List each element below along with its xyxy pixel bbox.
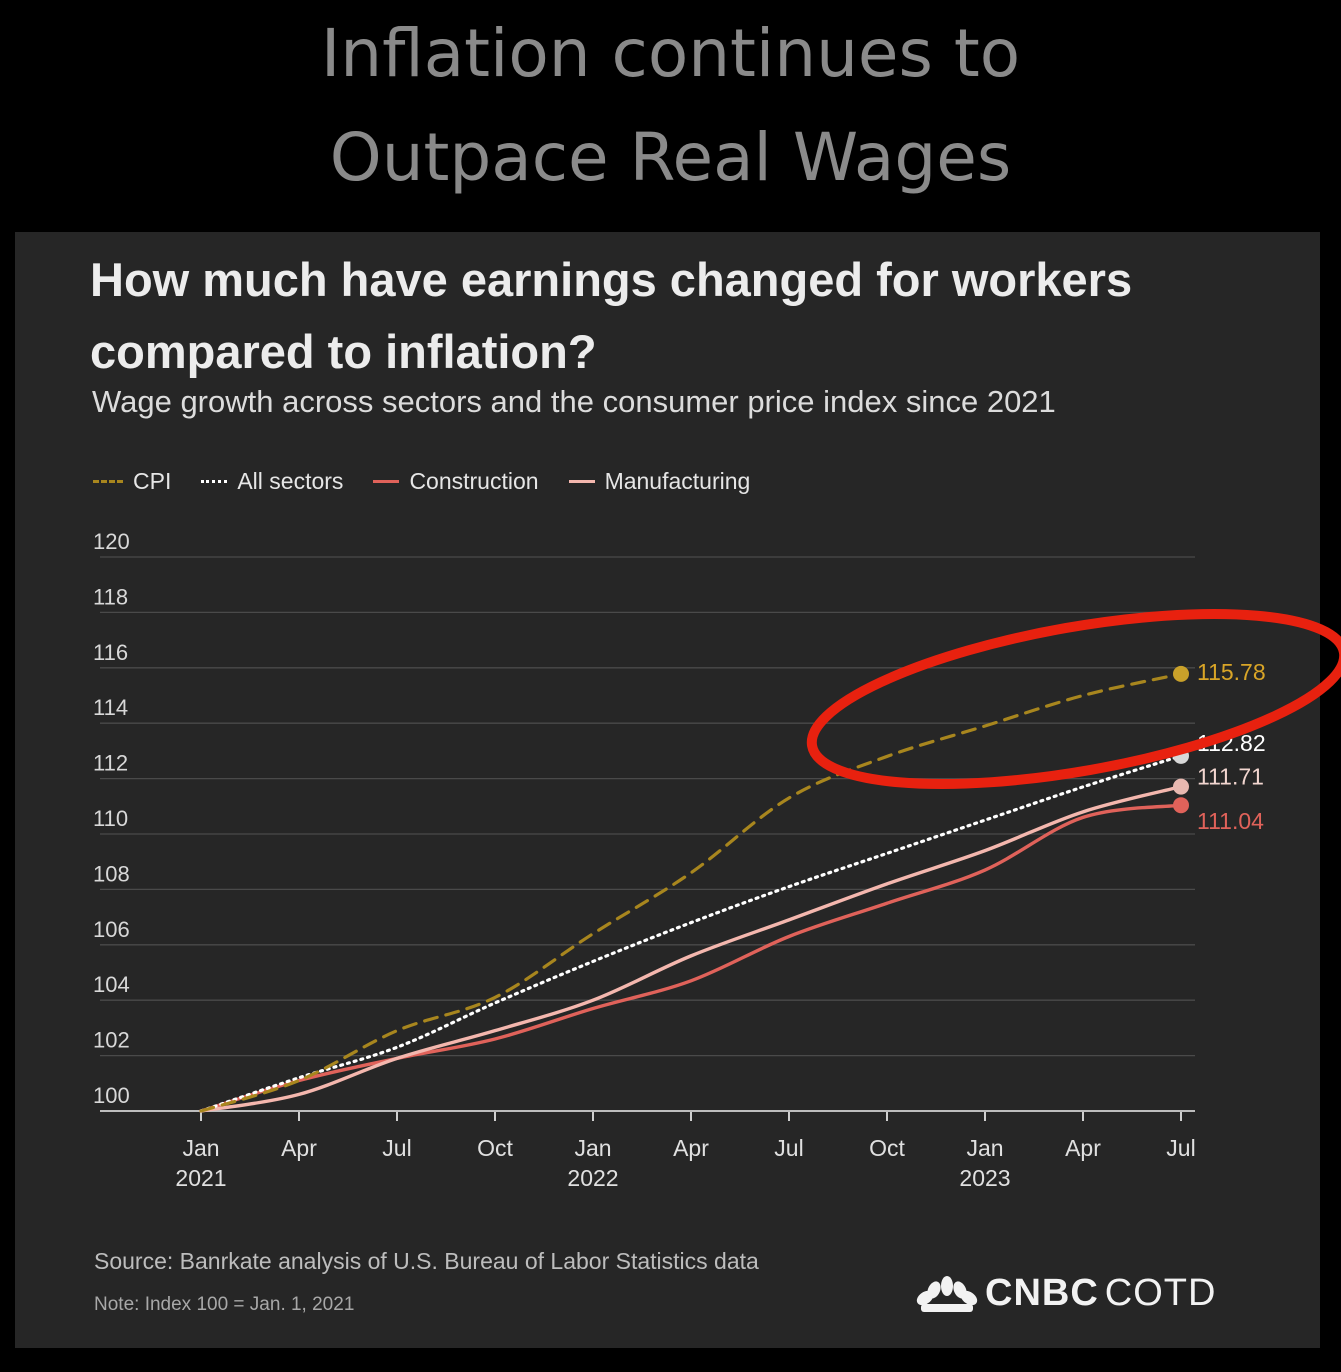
legend-swatch-all-sectors — [201, 480, 228, 483]
series-end-dot-manufacturing — [1173, 778, 1189, 795]
index-note: Note: Index 100 = Jan. 1, 2021 — [94, 1294, 355, 1315]
banner-line-2: Outpace Real Wages — [329, 119, 1012, 196]
legend-swatch-manufacturing — [568, 480, 595, 483]
y-tick-label-114: 114 — [93, 695, 128, 720]
series-end-label-cpi: 115.78 — [1197, 659, 1266, 685]
highlight-ellipse — [806, 608, 1341, 790]
x-tick-label-4: Jan — [574, 1135, 611, 1161]
series-end-label-manufacturing: 111.71 — [1197, 764, 1264, 790]
x-tick-year-0: 2021 — [175, 1165, 226, 1191]
legend-label-all-sectors: All sectors — [237, 468, 344, 494]
legend-label-construction: Construction — [409, 468, 539, 494]
series-end-dot-construction — [1173, 797, 1189, 814]
x-tick-label-10: Jul — [1166, 1135, 1195, 1161]
x-tick-label-3: Oct — [477, 1135, 513, 1161]
x-tick-year-4: 2022 — [567, 1165, 618, 1191]
legend-item-all-sectors: All sectors — [201, 468, 343, 495]
source-note: Source: Banrkate analysis of U.S. Bureau… — [94, 1248, 759, 1274]
y-tick-label-120: 120 — [93, 529, 130, 554]
y-tick-label-112: 112 — [93, 751, 128, 776]
series-line-all-sectors — [199, 754, 1183, 1113]
series-line-manufacturing — [199, 784, 1183, 1113]
y-tick-label-116: 116 — [93, 640, 128, 665]
legend-label-manufacturing: Manufacturing — [604, 468, 751, 494]
x-tick-label-8: Jan — [966, 1135, 1003, 1161]
series-line-construction — [199, 803, 1183, 1113]
chart-card: How much have earnings changed for worke… — [15, 232, 1320, 1348]
series-end-label-construction: 111.04 — [1197, 808, 1264, 834]
y-tick-label-102: 102 — [93, 1028, 130, 1053]
legend-label-cpi: CPI — [133, 468, 172, 494]
banner-line-1: Inflation continues to — [320, 15, 1021, 92]
x-tick-label-5: Apr — [673, 1135, 709, 1161]
x-tick-label-6: Jul — [774, 1135, 803, 1161]
series-end-dot-cpi — [1173, 665, 1189, 682]
peacock-icon — [916, 1275, 978, 1312]
legend-item-cpi: CPI — [93, 468, 171, 495]
banner-title: Inflation continues to Outpace Real Wage… — [0, 0, 1341, 227]
logo-text-thin: COTD — [1104, 1272, 1217, 1314]
legend-item-manufacturing: Manufacturing — [568, 468, 751, 495]
y-tick-label-110: 110 — [93, 806, 128, 831]
legend-swatch-cpi — [93, 480, 123, 483]
y-tick-label-100: 100 — [93, 1083, 130, 1108]
chart-subtitle: Wage growth across sectors and the consu… — [92, 384, 1056, 419]
legend: CPI All sectors Construction Manufacturi… — [93, 468, 750, 495]
y-tick-label-106: 106 — [93, 917, 130, 942]
series-line-cpi — [199, 672, 1183, 1113]
logo-text-bold: CNBC — [985, 1272, 1099, 1314]
y-tick-label-118: 118 — [93, 584, 128, 609]
x-tick-label-7: Oct — [869, 1135, 905, 1161]
y-tick-label-104: 104 — [93, 972, 130, 997]
x-tick-label-0: Jan — [182, 1135, 219, 1161]
x-tick-label-2: Jul — [382, 1135, 411, 1161]
legend-item-construction: Construction — [373, 468, 539, 495]
legend-swatch-construction — [373, 480, 400, 483]
y-tick-label-108: 108 — [93, 861, 130, 886]
chart-title: How much have earnings changed for worke… — [90, 253, 1133, 378]
cnbc-logo: CNBC COTD — [915, 1272, 1216, 1315]
x-tick-label-9: Apr — [1065, 1135, 1101, 1161]
x-tick-label-1: Apr — [281, 1135, 317, 1161]
x-tick-year-8: 2023 — [959, 1165, 1010, 1191]
